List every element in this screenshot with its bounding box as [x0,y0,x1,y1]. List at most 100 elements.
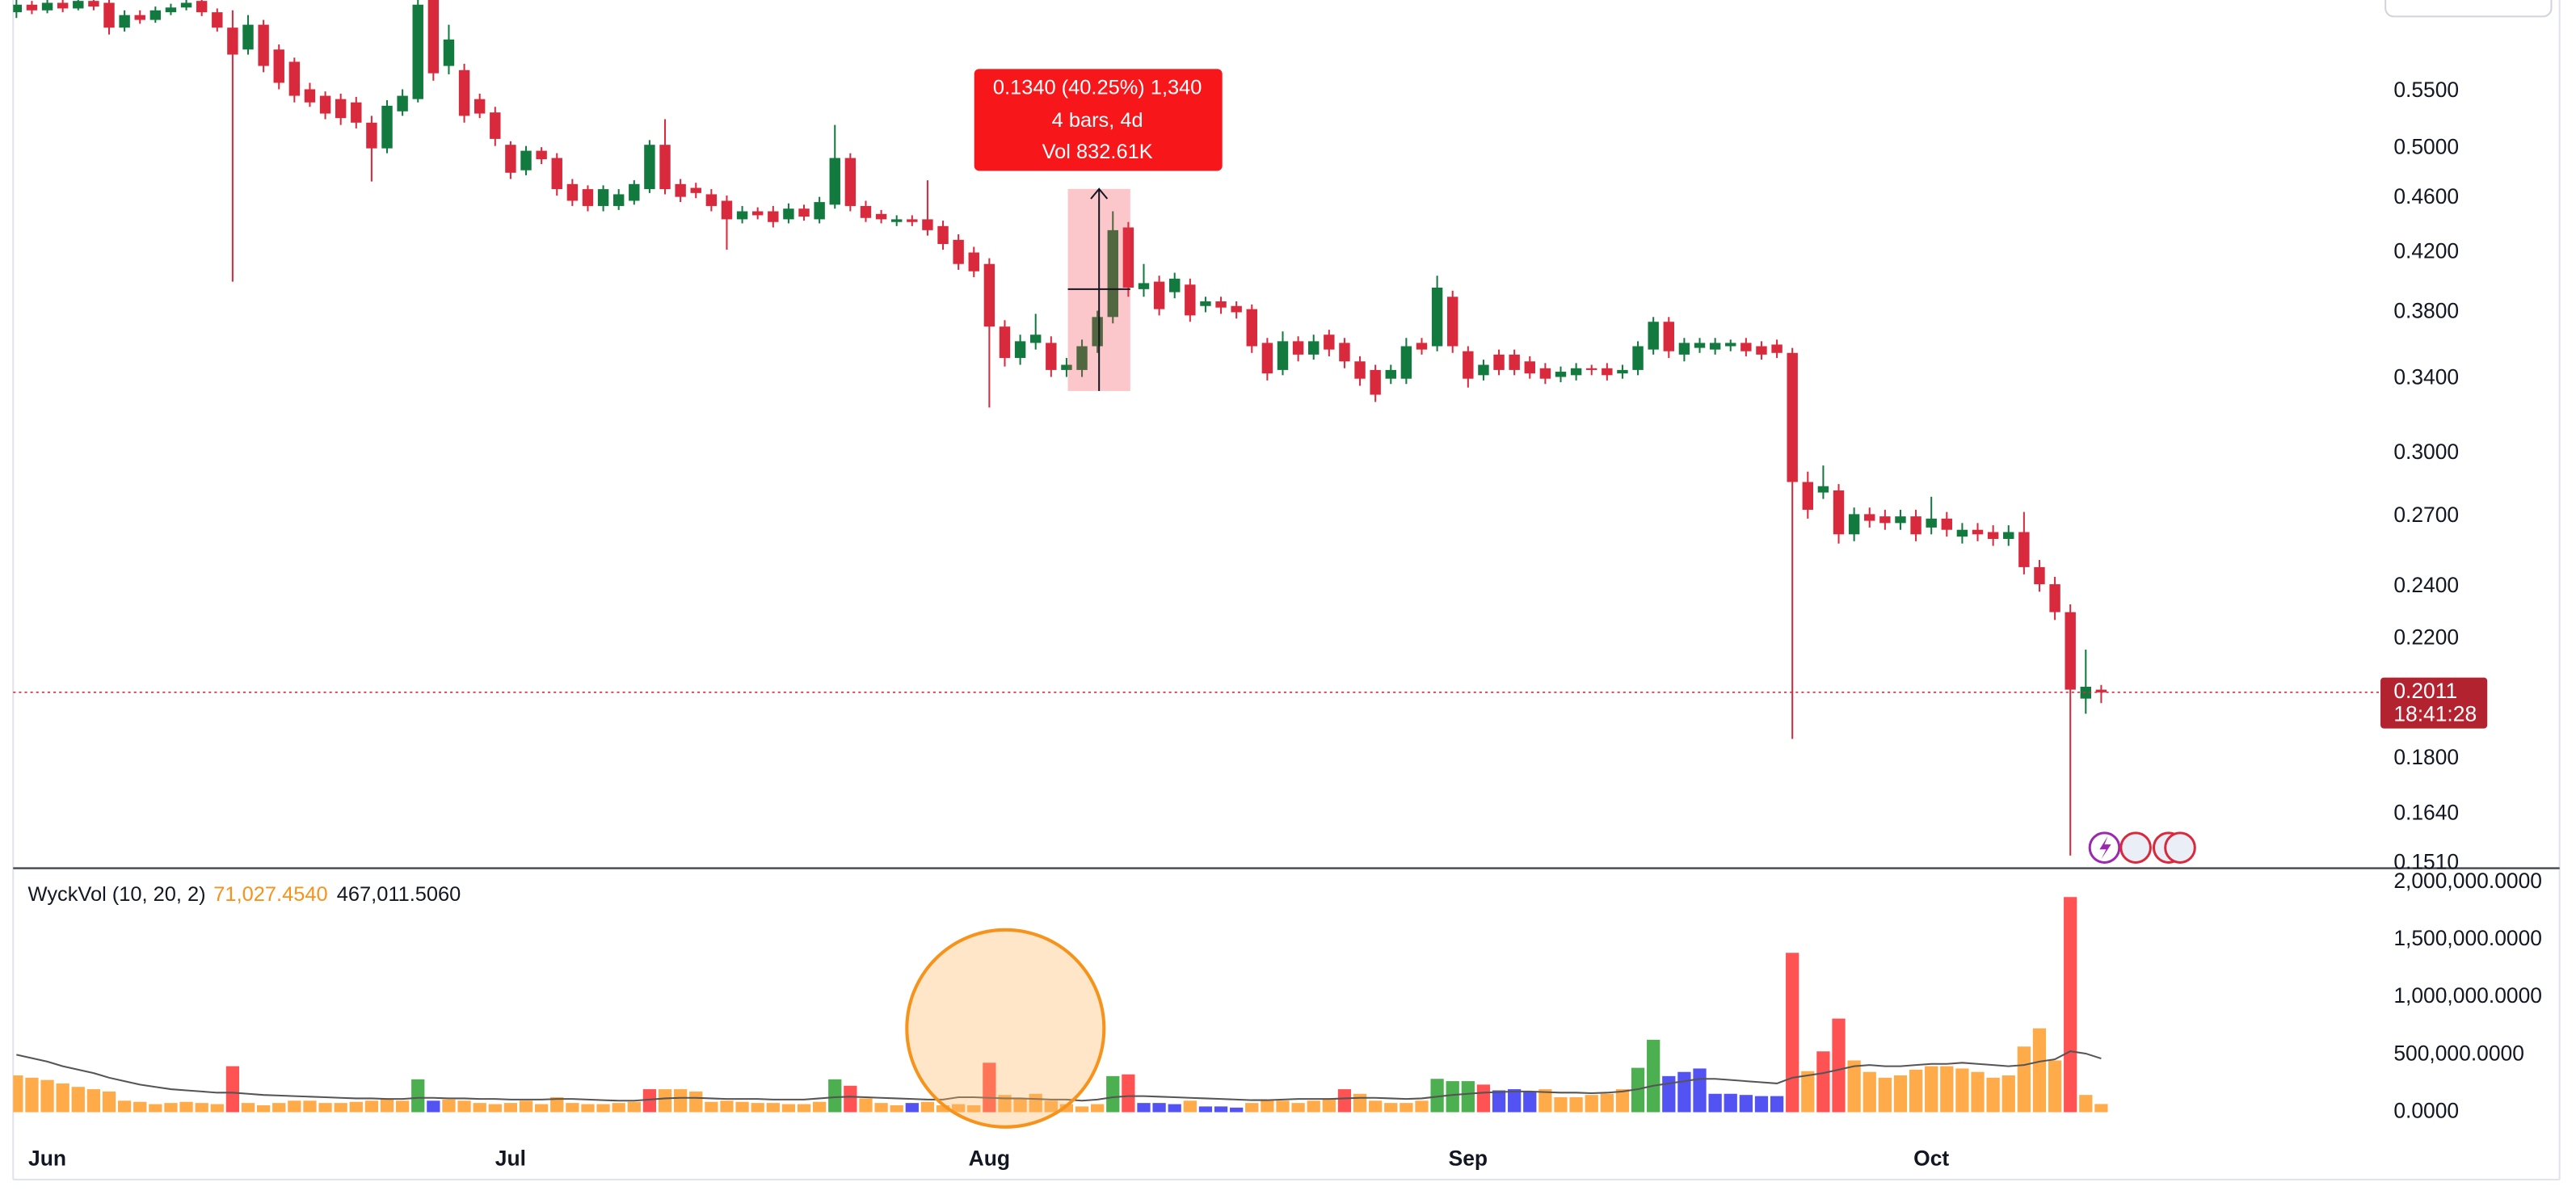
volume-bar [1168,1104,1181,1113]
volume-bar [2064,897,2077,1113]
candle-body [890,219,903,222]
indicator-value: 467,011.5060 [337,883,461,906]
candle-body [1694,343,1706,348]
candle-body [73,1,84,9]
volume-bar [905,1103,919,1113]
candle-body [1833,490,1845,535]
candle-body [844,158,857,206]
candle-body [1061,364,1072,370]
volume-bar [1013,1098,1027,1113]
y-tick-label: 0.5000 [2393,135,2459,159]
moving-average-line [16,1050,2102,1102]
candle-body [1956,529,1968,537]
candle-body [1370,369,1381,395]
y-tick-label: 0.2400 [2393,573,2459,597]
volume-bar [2048,1060,2062,1113]
candle-body [57,2,69,9]
volume-bar [71,1087,85,1113]
candle-body [366,122,377,149]
candle-body [1478,364,1489,376]
x-tick-label: Jun [28,1146,66,1170]
event-icon[interactable] [2164,831,2196,864]
volume-bar [395,1100,410,1113]
candle-body [273,49,284,83]
candle-body [427,0,440,74]
volume-bar [566,1103,579,1113]
volume-bar [534,1104,549,1113]
volume-bar [1075,1106,1089,1113]
volume-bar [797,1104,811,1113]
volume-bar [967,1105,981,1113]
volume-bar [1369,1100,1383,1113]
volume-bar [1554,1097,1568,1113]
volume-bar [272,1103,286,1113]
candle-body [1292,341,1304,355]
candle-body [721,200,733,220]
candle-body [180,2,192,8]
x-tick-label: Jul [495,1146,526,1170]
candle-body [1602,368,1613,376]
candle-body [1447,297,1458,347]
candle-body [1014,341,1026,359]
candle-body [165,7,177,13]
currency-button[interactable] [2384,0,2553,18]
candle-body [2065,612,2076,690]
volume-bar [1693,1068,1707,1113]
y-tick-label: 0.3400 [2393,365,2459,389]
volume-bar [1523,1091,1537,1113]
candle-body [1185,284,1196,316]
volume-bar [874,1103,888,1113]
candle-body [1539,368,1551,379]
y-tick-label: 0.2700 [2393,503,2459,527]
volume-bar [1091,1104,1105,1113]
candle-body [41,2,53,11]
candle-body [351,102,362,123]
candle-body [1787,352,1798,482]
measure-arrow [1090,187,1109,200]
candle-body [2049,584,2060,612]
candle-body [1308,341,1320,355]
volume-bar [256,1105,271,1113]
volume-bar [2001,1075,2015,1113]
candle-body [2034,566,2045,585]
candle-body [1092,317,1103,347]
volume-bar [225,1066,240,1113]
volume-bar [334,1103,347,1113]
candle-body [474,99,486,114]
candle-body [397,95,408,112]
candle-body [2003,532,2014,539]
y-tick-label: 0.0000 [2393,1099,2459,1123]
candle-body [582,189,594,206]
volume-bar [318,1103,332,1113]
candle-body [520,150,532,170]
candle-body [1107,229,1118,318]
y-tick-label: 1,500,000.0000 [2393,926,2542,950]
candle-body [13,4,23,13]
volume-bar [1122,1074,1135,1113]
volume-bar [1986,1077,2000,1113]
candle-body [566,183,579,201]
candle-body [2095,689,2107,692]
candle-body [814,202,825,220]
candle-body [1802,482,1814,510]
volume-bar [411,1079,425,1113]
candle-body [690,187,701,193]
candle-body [381,105,393,149]
candle-body [1463,351,1474,379]
event-icons[interactable] [2088,831,2196,864]
volume-bar [1059,1104,1074,1113]
volume-bar [735,1101,749,1113]
candle-body [1029,335,1042,343]
candle-body [675,183,686,197]
event-icon[interactable] [2119,831,2152,864]
candle-body [304,89,316,103]
candle-body [1678,343,1690,355]
candle-body [26,4,38,11]
measure-tooltip [974,69,1223,171]
candle-body [536,150,547,160]
candle-body [751,211,764,216]
candle-body [1817,486,1829,493]
price-pane [13,0,2107,856]
volume-bar [766,1103,780,1113]
volume-bar [612,1103,625,1113]
